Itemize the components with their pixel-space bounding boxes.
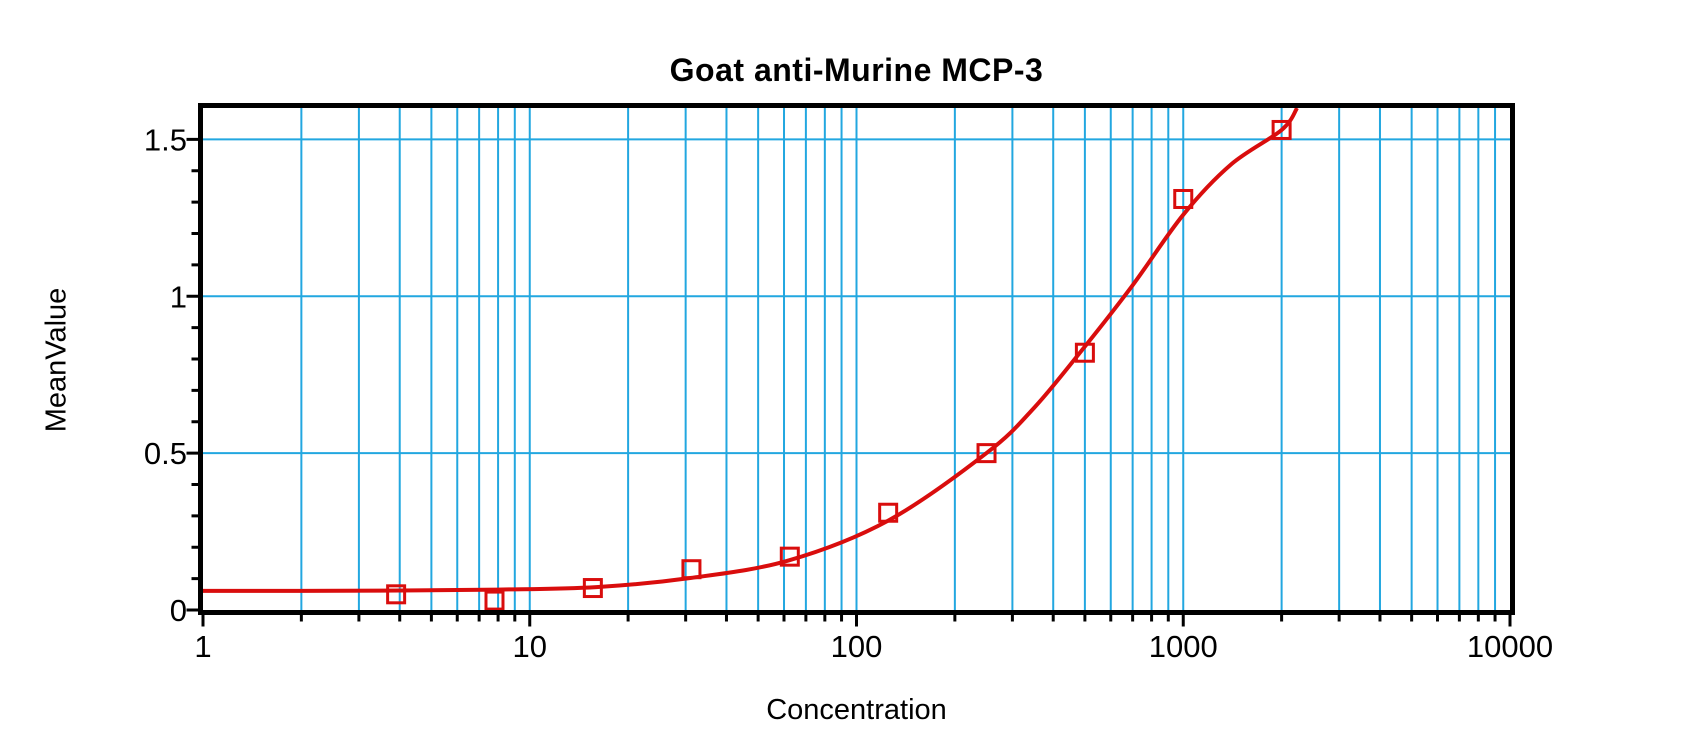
x-tick-label: 1000 xyxy=(1149,629,1218,664)
x-tick-label: 1 xyxy=(194,629,211,664)
y-tick-label: 1.5 xyxy=(144,122,187,157)
y-tick-label: 0 xyxy=(170,593,187,628)
data-point-marker xyxy=(484,590,505,611)
data-point-marker xyxy=(386,584,407,605)
tick-labels: 1 10 100 1000 10000 0 0.5 1 1.5 xyxy=(144,122,1553,664)
fit-curve xyxy=(203,106,1299,593)
x-tick-label: 100 xyxy=(831,629,883,664)
y-tick-label: 1 xyxy=(170,279,187,314)
data-point-marker xyxy=(976,443,997,464)
y-tick-label: 0.5 xyxy=(144,436,187,471)
x-axis-label: Concentration xyxy=(766,694,947,726)
data-point-marker xyxy=(878,502,899,523)
x-tick-label: 10 xyxy=(513,629,547,664)
data-point-marker xyxy=(779,546,800,567)
data-point-marker xyxy=(1173,188,1194,209)
data-point-marker xyxy=(582,578,603,599)
gridlines xyxy=(203,108,1510,610)
x-tick-label: 10000 xyxy=(1467,629,1553,664)
data-points xyxy=(386,119,1292,611)
data-point-marker xyxy=(1074,342,1095,363)
data-point-marker xyxy=(681,559,702,580)
axis-ticks xyxy=(186,137,1512,627)
y-axis-label: MeanValue xyxy=(40,287,73,433)
chart-title: Goat anti-Murine MCP-3 xyxy=(669,52,1044,88)
data-point-marker xyxy=(1271,119,1292,140)
